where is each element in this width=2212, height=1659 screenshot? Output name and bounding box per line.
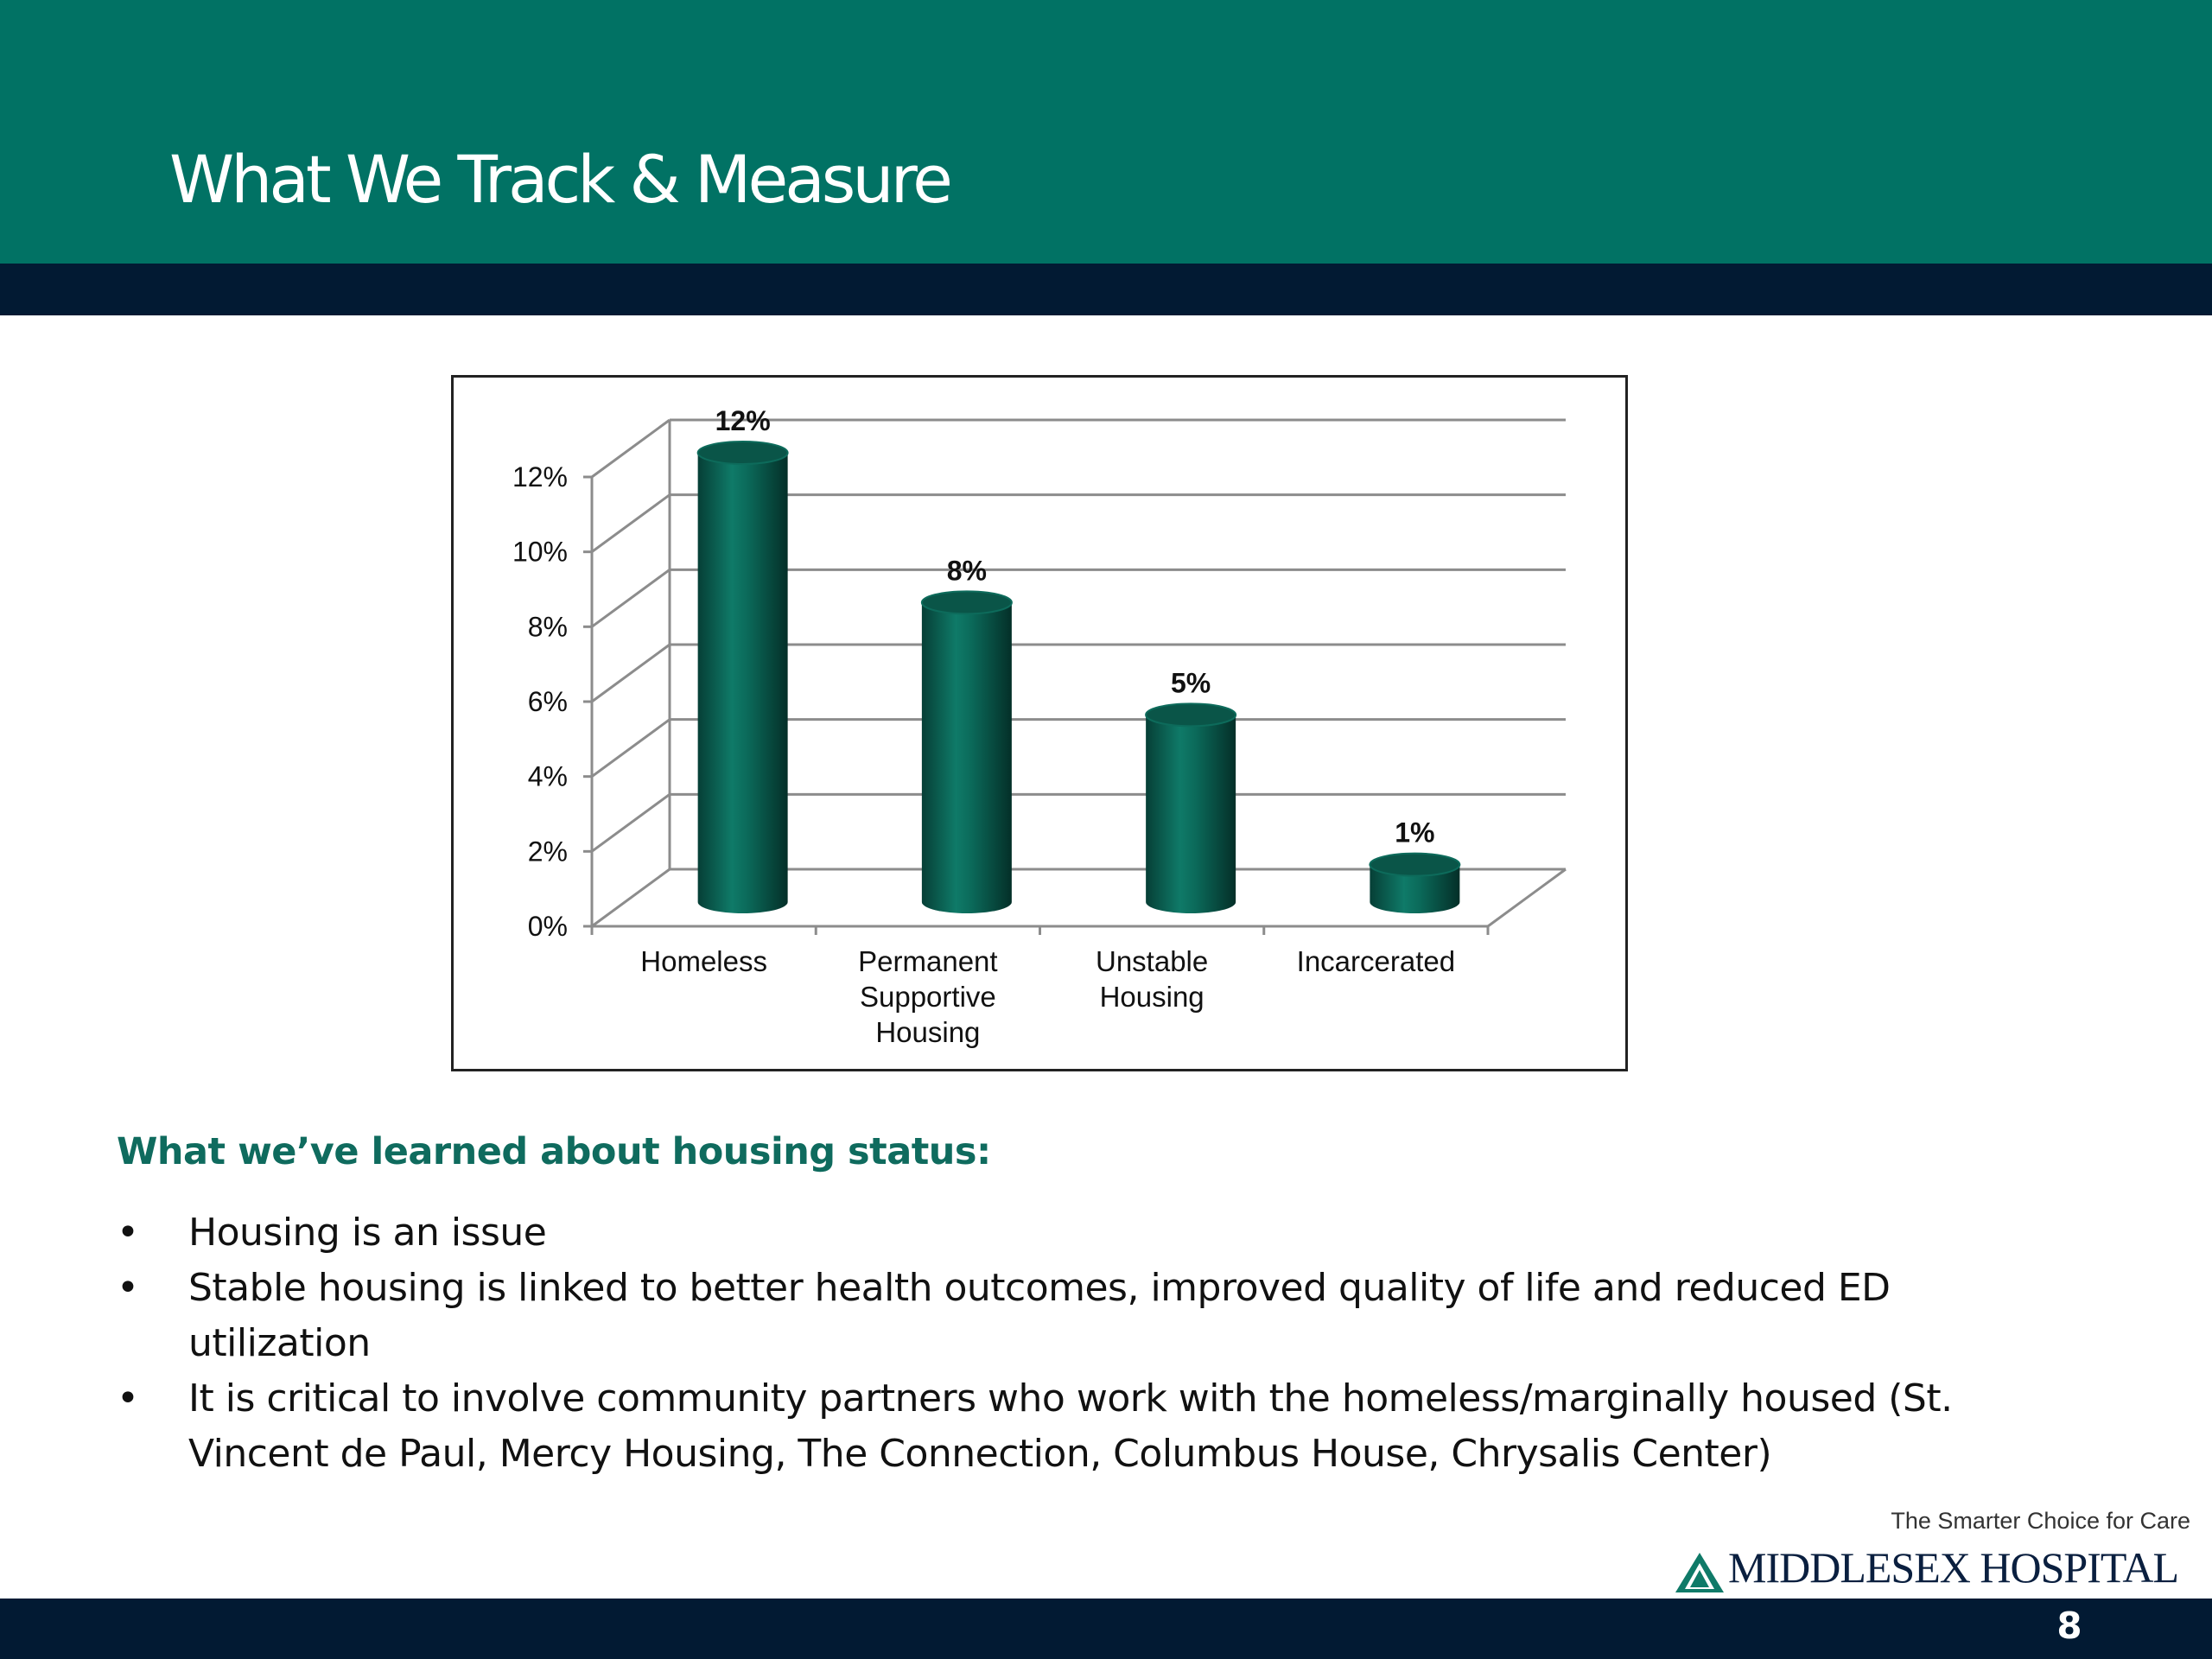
learned-bullet: • Stable housing is linked to better heal… bbox=[117, 1261, 2018, 1371]
logo-wordmark: MIDDLESEX HOSPITAL bbox=[1728, 1543, 2179, 1592]
bar-cap bbox=[1145, 702, 1237, 728]
side-wall-gridline bbox=[591, 793, 671, 853]
chart-frame: 0% 2% 4% 6% 8% 10% 12% 12% Homeless 8% Permanent S… bbox=[451, 375, 1628, 1071]
x-category-label: Housing bbox=[875, 1016, 980, 1048]
header-divider-band bbox=[0, 264, 2212, 315]
bullet-marker: • bbox=[117, 1211, 139, 1255]
data-label: 5% bbox=[1171, 667, 1211, 698]
bar-cap bbox=[1369, 852, 1461, 877]
bullet-marker: • bbox=[117, 1376, 139, 1421]
housing-status-bar-chart: 0% 2% 4% 6% 8% 10% 12% 12% Homeless 8% Permanent S… bbox=[512, 405, 1567, 1048]
bullet-text-line: Vincent de Paul, Mercy Housing, The Conn… bbox=[188, 1432, 1772, 1476]
x-category-label: Unstable bbox=[1096, 945, 1208, 977]
side-wall-gridline bbox=[591, 493, 671, 553]
learned-bullet-list: • Housing is an issue • Stable housing is l… bbox=[117, 1205, 2018, 1482]
side-wall-gridline bbox=[591, 643, 671, 703]
side-wall-gridline bbox=[591, 868, 671, 928]
hospital-logo: The Smarter Choice for Care MIDDLESEX HO… bbox=[1655, 1508, 2190, 1599]
data-label: 8% bbox=[947, 555, 987, 586]
logo-tagline: The Smarter Choice for Care bbox=[1891, 1508, 2190, 1534]
bar bbox=[1145, 702, 1237, 913]
bullet-text-line: utilization bbox=[188, 1321, 371, 1365]
title-banner: What We Track & Measure bbox=[0, 0, 2212, 264]
bar bbox=[1369, 852, 1461, 913]
y-tick-label: 4% bbox=[528, 761, 568, 792]
bar bbox=[696, 441, 789, 913]
y-tick-label: 12% bbox=[512, 461, 568, 493]
x-category-label: Supportive bbox=[860, 981, 996, 1013]
footer-band bbox=[0, 1599, 2212, 1659]
x-category-label: Incarcerated bbox=[1297, 945, 1455, 977]
y-tick-label: 2% bbox=[528, 836, 568, 867]
bar-cap bbox=[920, 590, 1013, 615]
y-tick-label: 8% bbox=[528, 611, 568, 642]
x-category-label: Homeless bbox=[640, 945, 767, 977]
hospital-logo-mark-icon bbox=[1675, 1553, 1724, 1592]
side-wall-gridline bbox=[591, 718, 671, 778]
data-label: 1% bbox=[1395, 817, 1434, 849]
bullet-marker: • bbox=[117, 1266, 139, 1310]
bar bbox=[920, 590, 1013, 913]
x-category-label: Housing bbox=[1100, 981, 1205, 1013]
learned-bullet: • Housing is an issue bbox=[117, 1205, 2018, 1261]
y-tick-label: 0% bbox=[528, 911, 568, 942]
bullet-text-line: It is critical to involve community part… bbox=[188, 1376, 1953, 1421]
data-label: 12% bbox=[715, 405, 771, 436]
y-tick-label: 10% bbox=[512, 537, 568, 568]
learned-bullet: • It is critical to involve community par… bbox=[117, 1371, 2018, 1482]
bullet-text-line: Stable housing is linked to better healt… bbox=[188, 1266, 1891, 1310]
x-category-label: Permanent bbox=[858, 945, 997, 977]
side-wall-gridline bbox=[591, 418, 671, 479]
page-number: 8 bbox=[2056, 1605, 2082, 1647]
y-tick-label: 6% bbox=[528, 686, 568, 717]
learned-heading: What we’ve learned about housing status: bbox=[117, 1130, 991, 1173]
bar-cap bbox=[696, 441, 789, 465]
bullet-text-line: Housing is an issue bbox=[188, 1211, 547, 1255]
side-wall-gridline bbox=[591, 569, 671, 628]
slide-title: What We Track & Measure bbox=[169, 141, 953, 218]
floor-edge bbox=[1487, 868, 1567, 928]
